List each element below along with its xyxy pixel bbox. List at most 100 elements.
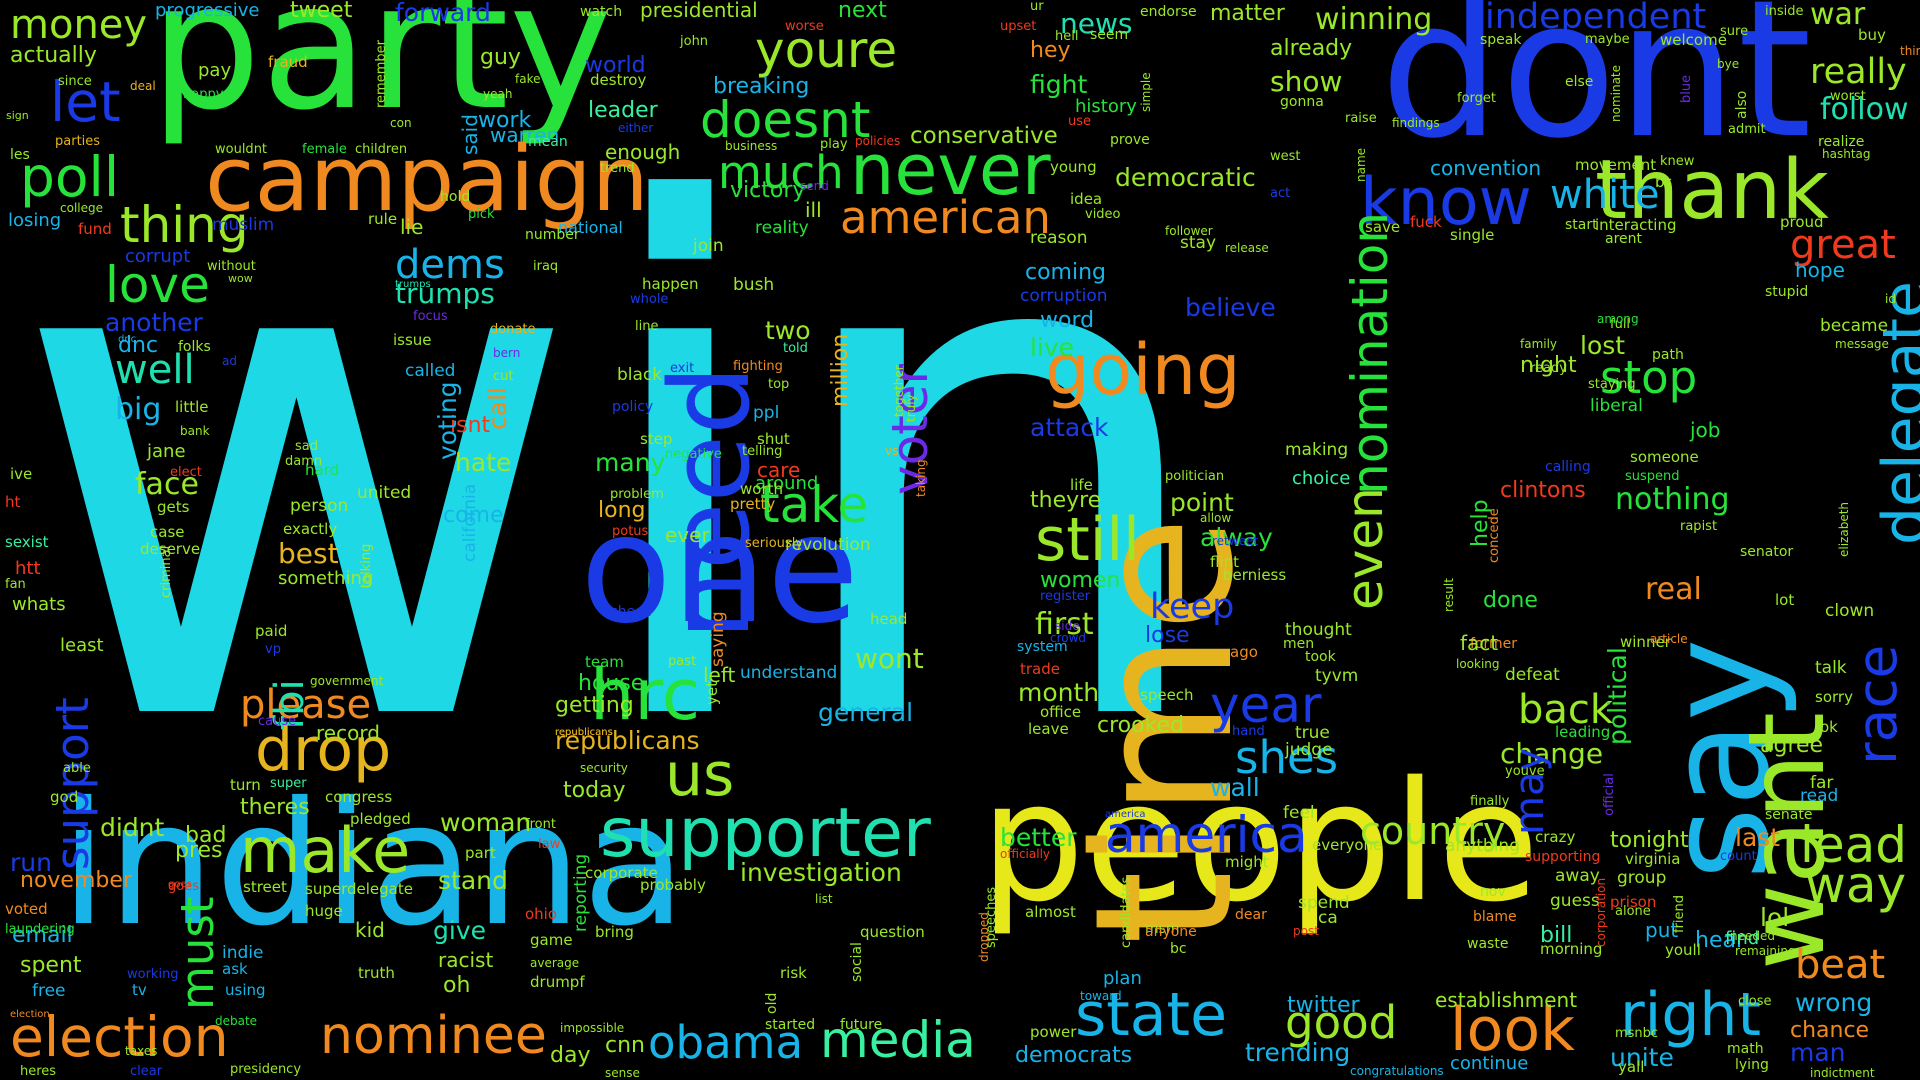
word-around: around [755,473,819,494]
word-indiana: indiana [60,766,687,964]
word-already: already [1270,36,1353,61]
word-follower: follower [1165,224,1213,238]
word-law: law [538,837,561,852]
word-guess: guess [1550,891,1600,911]
word-stand: stand [438,866,508,895]
word-future: future [840,1017,883,1033]
word-leader: leader [588,98,658,123]
word-power: power [1030,1023,1077,1041]
word-kid: kid [355,918,385,942]
word-conservative: conservative [910,123,1058,149]
word-together: together [892,365,906,417]
word-impossible: impossible [560,1021,625,1035]
word-anything: anything [1445,836,1520,856]
word-mean: mean [528,134,568,150]
word-lol: lol [1760,903,1790,932]
word-goes: goes [168,879,199,894]
word-working: working [127,967,179,982]
word-life: life [1070,476,1093,494]
word-debate: debate [215,1014,258,1028]
word-attack: attack [1030,413,1109,442]
word-use: use [1068,114,1092,129]
word-called: called [405,361,456,381]
word-ca: ca [1318,908,1338,928]
word-dear: dear [1235,907,1267,923]
word-math: math [1727,1041,1764,1057]
word-fuck: fuck [1410,213,1442,231]
word-either: either [618,121,654,135]
word-winning: winning [1315,2,1433,37]
word-lie: lie [400,215,424,239]
word-street: street [243,878,287,896]
word-year: year [1210,676,1322,734]
word-general: general [818,698,914,727]
word-donate: donate [490,322,536,337]
word-front: front [525,817,556,832]
word-judge: judge [1285,740,1333,760]
word-thought: thought [1285,620,1352,640]
word-arent: arent [1605,231,1643,247]
word-suspend: suspend [1625,469,1680,484]
word-senator: senator [1740,544,1794,560]
word-night: night [1520,353,1577,378]
word-stay: stay [1180,233,1217,253]
word-able: able [63,761,91,776]
word-hear: hear [1695,928,1746,953]
word-corporation: corporation [1594,877,1608,947]
word-count: count [1720,849,1757,864]
word-defeat: defeat [1505,665,1560,685]
word-policy: policy [612,399,654,415]
word-allow: allow [1200,511,1232,525]
word-actually: actually [10,43,97,68]
word-unite: unite [1610,1043,1674,1072]
word-first: first [1035,607,1094,642]
word-independent: independent [1485,0,1707,37]
word-without: without [207,259,256,274]
word-lost: lost [1580,331,1626,360]
word-trend: trend [600,161,635,176]
word-family: family [1520,337,1558,351]
word-since: since [58,74,92,89]
word-hrc: hrc [590,654,701,736]
word-alone: alone [1615,904,1651,919]
word-man: man [1790,1038,1846,1067]
word-ill: ill [805,198,822,222]
word-sense: sense [605,1066,640,1080]
word-two: two [765,316,811,345]
word-dont: dont [1380,0,1812,180]
word-fan: fan [5,577,26,592]
word-vs: vs [885,444,899,458]
word-call: call [483,387,512,430]
word-whats: whats [12,594,66,615]
word-dems: dems [395,242,505,288]
word-talk: talk [1815,658,1847,678]
word-fake: fake [515,72,541,86]
word-getting: getting [555,693,634,718]
word-bring: bring [595,923,634,941]
word-people: people [980,746,1540,938]
word-come: come [443,503,504,528]
word-simple: simple [1139,72,1153,112]
word-ive: ive [10,465,33,483]
word-choice: choice [1292,468,1351,489]
word-victory: victory [730,178,806,203]
word-love: love [105,256,210,314]
word-plan: plan [1103,968,1142,989]
word-god: god [50,788,79,806]
word-risk: risk [780,964,807,982]
word-worst: worst [1830,89,1866,104]
word-history: history [1075,96,1137,117]
word-even: even [1336,487,1394,610]
word-name: name [1354,147,1368,182]
word-voted: voted [5,900,48,918]
word-side: side [1055,619,1080,633]
word-superdelegate: superdelegate [305,880,413,898]
word-follow: follow [1820,92,1909,127]
word-turn: turn [230,776,261,794]
word-forward: forward [395,0,491,27]
word-system: system [1017,639,1068,655]
word-keep: keep [1150,587,1235,627]
word-well: well [115,347,195,393]
word-lead: lead [1800,816,1908,874]
word-damn: damn [285,454,323,469]
